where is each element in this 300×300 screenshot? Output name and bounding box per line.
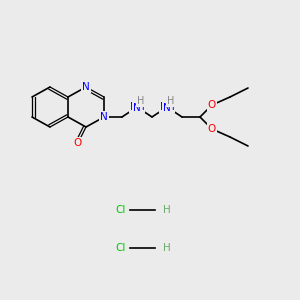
Text: Cl: Cl — [116, 243, 126, 253]
Text: H: H — [167, 96, 175, 106]
Text: H: H — [163, 205, 171, 215]
Text: O: O — [208, 124, 216, 134]
Text: N: N — [133, 103, 141, 113]
Text: N: N — [100, 112, 108, 122]
Text: Cl: Cl — [116, 205, 126, 215]
Text: O: O — [208, 100, 216, 110]
Text: N: N — [82, 82, 90, 92]
Text: NH: NH — [130, 102, 144, 112]
Text: NH: NH — [160, 102, 174, 112]
Text: N: N — [163, 103, 171, 113]
Text: O: O — [74, 138, 82, 148]
Text: H: H — [163, 243, 171, 253]
Text: H: H — [137, 96, 145, 106]
